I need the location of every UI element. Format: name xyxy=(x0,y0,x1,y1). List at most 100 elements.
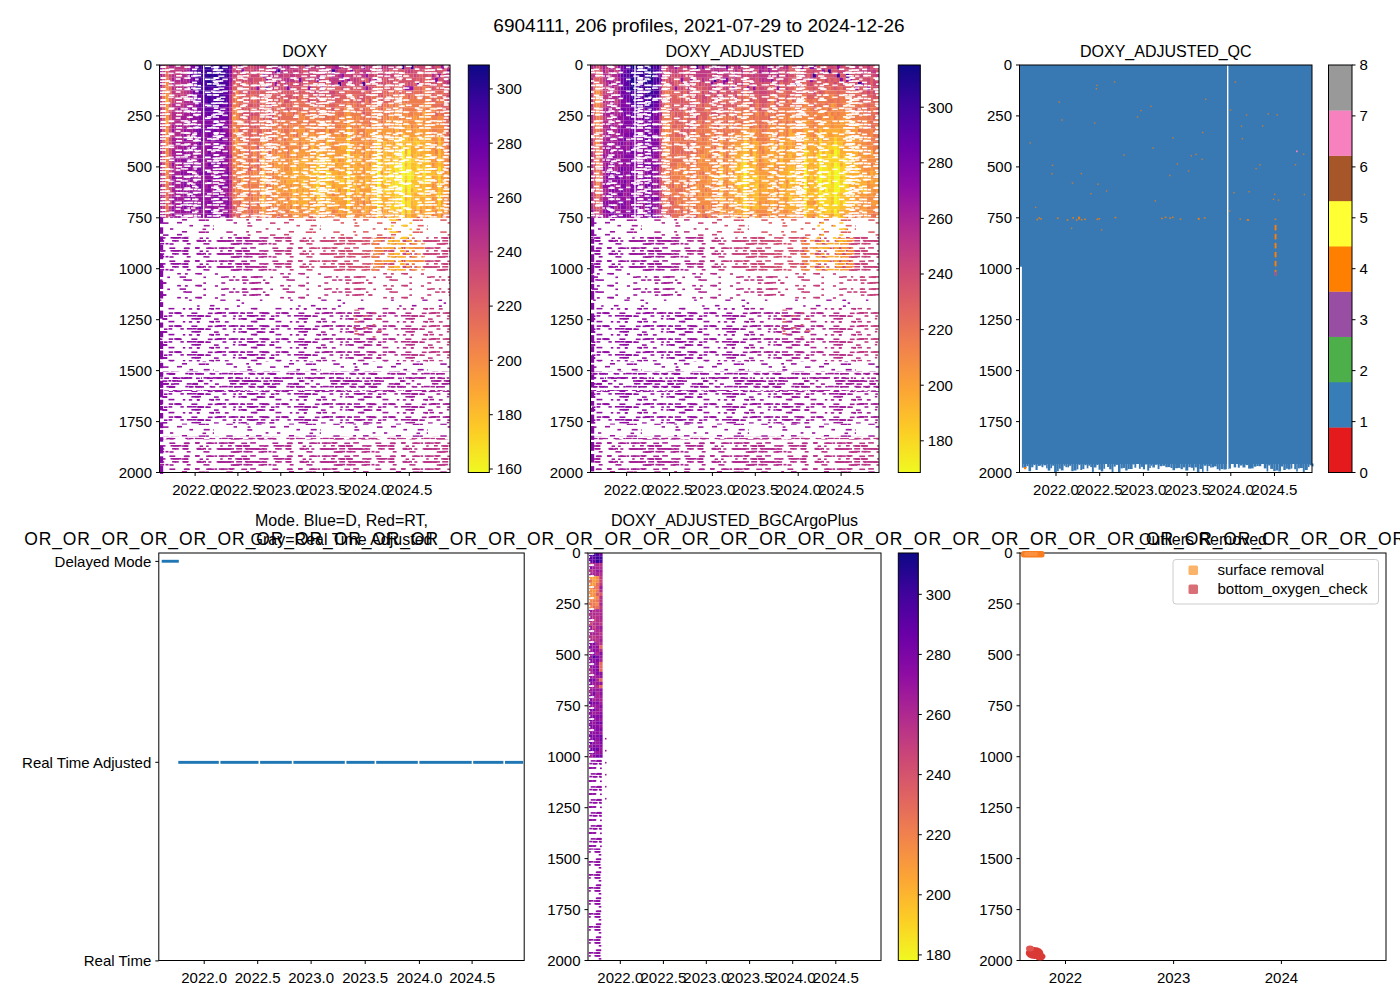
svg-text:750: 750 xyxy=(987,697,1012,714)
svg-text:8: 8 xyxy=(1360,56,1368,73)
svg-text:1250: 1250 xyxy=(550,311,583,328)
svg-text:Mode. Blue=D, Red=RT,: Mode. Blue=D, Red=RT, xyxy=(255,512,428,529)
svg-text:Real Time Adjusted: Real Time Adjusted xyxy=(22,754,151,771)
svg-text:750: 750 xyxy=(127,209,152,226)
svg-text:2024.0: 2024.0 xyxy=(344,481,390,498)
svg-text:3: 3 xyxy=(1360,311,1368,328)
svg-text:2: 2 xyxy=(1360,362,1368,379)
svg-text:1250: 1250 xyxy=(547,799,580,816)
svg-text:2022: 2022 xyxy=(1049,969,1082,986)
svg-text:DOXY: DOXY xyxy=(282,43,328,60)
svg-text:DOXY_ADJUSTED: DOXY_ADJUSTED xyxy=(665,43,804,61)
svg-text:2023.0: 2023.0 xyxy=(689,481,735,498)
svg-text:2000: 2000 xyxy=(979,952,1012,969)
svg-text:500: 500 xyxy=(127,158,152,175)
svg-text:0: 0 xyxy=(144,56,152,73)
svg-text:2024.0: 2024.0 xyxy=(775,481,821,498)
svg-text:1500: 1500 xyxy=(550,362,583,379)
svg-text:240: 240 xyxy=(497,243,522,260)
svg-text:280: 280 xyxy=(497,135,522,152)
svg-text:2024.5: 2024.5 xyxy=(818,481,864,498)
svg-text:2024.0: 2024.0 xyxy=(396,969,442,986)
svg-text:220: 220 xyxy=(926,826,951,843)
svg-text:2023.5: 2023.5 xyxy=(732,481,778,498)
svg-text:1500: 1500 xyxy=(119,362,152,379)
svg-text:2023.5: 2023.5 xyxy=(727,969,773,986)
svg-text:260: 260 xyxy=(928,210,953,227)
svg-text:4: 4 xyxy=(1360,260,1368,277)
svg-text:2023: 2023 xyxy=(1157,969,1190,986)
svg-text:240: 240 xyxy=(928,265,953,282)
svg-text:1250: 1250 xyxy=(119,311,152,328)
svg-text:300: 300 xyxy=(928,99,953,116)
svg-text:750: 750 xyxy=(555,697,580,714)
svg-text:300: 300 xyxy=(926,586,951,603)
svg-text:500: 500 xyxy=(987,158,1012,175)
svg-text:2022.5: 2022.5 xyxy=(647,481,693,498)
svg-text:2000: 2000 xyxy=(119,464,152,481)
svg-text:0: 0 xyxy=(1360,464,1368,481)
svg-text:500: 500 xyxy=(555,646,580,663)
svg-text:200: 200 xyxy=(928,377,953,394)
svg-text:1500: 1500 xyxy=(547,850,580,867)
svg-text:2022.0: 2022.0 xyxy=(604,481,650,498)
svg-text:2022.5: 2022.5 xyxy=(1077,481,1123,498)
svg-text:2024.5: 2024.5 xyxy=(449,969,495,986)
svg-text:260: 260 xyxy=(497,189,522,206)
svg-text:DOXY_ADJUSTED_QC: DOXY_ADJUSTED_QC xyxy=(1080,43,1252,61)
svg-text:1750: 1750 xyxy=(119,413,152,430)
svg-text:220: 220 xyxy=(928,321,953,338)
svg-text:200: 200 xyxy=(497,352,522,369)
svg-text:1250: 1250 xyxy=(979,311,1012,328)
svg-text:2022.0: 2022.0 xyxy=(172,481,218,498)
svg-text:280: 280 xyxy=(926,646,951,663)
svg-text:2022.5: 2022.5 xyxy=(215,481,261,498)
svg-text:260: 260 xyxy=(926,706,951,723)
svg-text:2022.0: 2022.0 xyxy=(597,969,643,986)
svg-text:200: 200 xyxy=(926,886,951,903)
svg-text:1000: 1000 xyxy=(979,748,1012,765)
svg-text:0: 0 xyxy=(1004,56,1012,73)
svg-text:250: 250 xyxy=(987,595,1012,612)
svg-text:250: 250 xyxy=(558,107,583,124)
svg-text:2022.0: 2022.0 xyxy=(181,969,227,986)
svg-text:2024.5: 2024.5 xyxy=(1252,481,1298,498)
svg-text:1000: 1000 xyxy=(119,260,152,277)
svg-text:1: 1 xyxy=(1360,413,1368,430)
svg-text:6904111, 206 profiles, 2021-07: 6904111, 206 profiles, 2021-07-29 to 202… xyxy=(493,15,904,36)
svg-text:DOXY_ADJUSTED_BGCArgoPlus: DOXY_ADJUSTED_BGCArgoPlus xyxy=(611,512,858,530)
svg-text:240: 240 xyxy=(926,766,951,783)
svg-text:220: 220 xyxy=(497,297,522,314)
svg-text:1000: 1000 xyxy=(979,260,1012,277)
svg-text:2022.5: 2022.5 xyxy=(235,969,281,986)
svg-text:2023.5: 2023.5 xyxy=(1164,481,1210,498)
svg-text:180: 180 xyxy=(926,946,951,963)
svg-text:1500: 1500 xyxy=(979,362,1012,379)
svg-text:250: 250 xyxy=(555,595,580,612)
svg-text:1500: 1500 xyxy=(979,850,1012,867)
svg-text:1250: 1250 xyxy=(979,799,1012,816)
svg-text:2000: 2000 xyxy=(979,464,1012,481)
svg-text:2024.5: 2024.5 xyxy=(813,969,859,986)
svg-text:1750: 1750 xyxy=(550,413,583,430)
svg-text:300: 300 xyxy=(497,80,522,97)
svg-text:2023.0: 2023.0 xyxy=(288,969,334,986)
svg-text:180: 180 xyxy=(928,432,953,449)
svg-text:2022.5: 2022.5 xyxy=(640,969,686,986)
svg-text:2024.0: 2024.0 xyxy=(770,969,816,986)
svg-text:1000: 1000 xyxy=(550,260,583,277)
svg-text:6: 6 xyxy=(1360,158,1368,175)
svg-text:Delayed Mode: Delayed Mode xyxy=(55,553,152,570)
svg-text:5: 5 xyxy=(1360,209,1368,226)
svg-text:surface removal: surface removal xyxy=(1218,561,1325,578)
svg-text:0: 0 xyxy=(575,56,583,73)
svg-text:Real Time: Real Time xyxy=(84,952,152,969)
svg-text:500: 500 xyxy=(987,646,1012,663)
svg-text:2000: 2000 xyxy=(547,952,580,969)
svg-text:1750: 1750 xyxy=(547,901,580,918)
svg-text:Outliers Removed: Outliers Removed xyxy=(1139,531,1267,548)
svg-text:2024: 2024 xyxy=(1265,969,1298,986)
svg-text:2023.0: 2023.0 xyxy=(683,969,729,986)
svg-text:2023.0: 2023.0 xyxy=(1120,481,1166,498)
svg-text:160: 160 xyxy=(497,460,522,477)
